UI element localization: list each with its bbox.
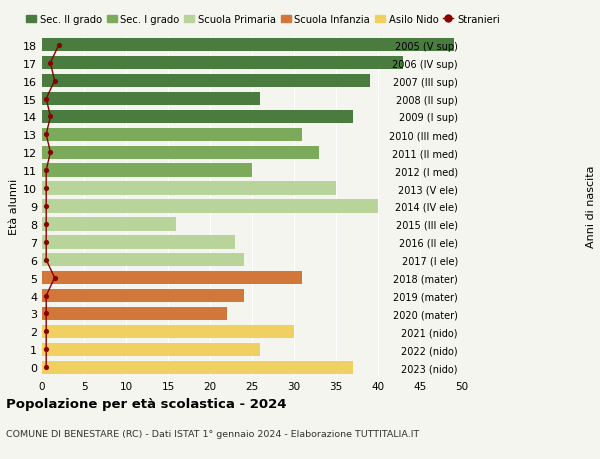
Bar (42, 39, 454, 52)
Bar (42, 361, 353, 374)
Point (41, 167, 51, 174)
Bar (42, 57, 403, 70)
Point (46, 60, 55, 67)
Bar (42, 218, 176, 231)
Legend: Sec. II grado, Sec. I grado, Scuola Primaria, Scuola Infanzia, Asilo Nido, Stran: Sec. II grado, Sec. I grado, Scuola Prim… (26, 15, 500, 25)
Point (41, 328, 51, 336)
Text: Anni di nascita: Anni di nascita (586, 165, 596, 248)
Point (46, 113, 55, 121)
Point (50, 274, 59, 282)
Bar (42, 200, 378, 213)
Point (41, 131, 51, 139)
Point (41, 364, 51, 371)
Point (41, 239, 51, 246)
Bar (42, 182, 336, 196)
Point (41, 346, 51, 353)
Bar (42, 129, 302, 142)
Bar (42, 164, 252, 178)
Bar (42, 307, 227, 320)
Point (50, 78, 59, 85)
Bar (42, 271, 302, 285)
Point (41, 257, 51, 264)
Bar (42, 289, 244, 302)
Point (41, 95, 51, 103)
Bar (42, 93, 260, 106)
Text: COMUNE DI BENESTARE (RC) - Dati ISTAT 1° gennaio 2024 - Elaborazione TUTTITALIA.: COMUNE DI BENESTARE (RC) - Dati ISTAT 1°… (6, 429, 419, 438)
Bar (42, 146, 319, 160)
Bar (42, 253, 244, 267)
Bar (42, 75, 370, 88)
Bar (42, 343, 260, 356)
Point (41, 310, 51, 318)
Bar (42, 111, 353, 124)
Bar (42, 325, 294, 338)
Point (41, 292, 51, 300)
Point (41, 203, 51, 210)
Point (46, 149, 55, 157)
Text: Popolazione per età scolastica - 2024: Popolazione per età scolastica - 2024 (6, 397, 287, 410)
Point (41, 185, 51, 192)
Bar (42, 235, 235, 249)
Point (41, 221, 51, 228)
Y-axis label: Età alunni: Età alunni (9, 179, 19, 235)
Point (54, 42, 64, 49)
